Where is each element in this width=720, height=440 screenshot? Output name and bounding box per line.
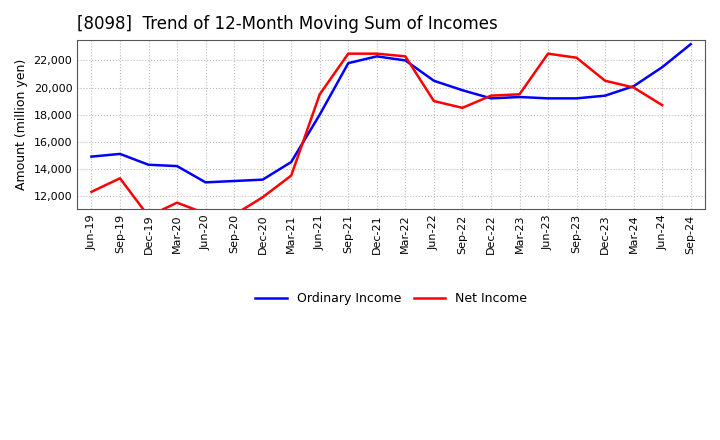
Net Income <box>87 189 96 194</box>
Net Income <box>430 99 438 104</box>
Ordinary Income <box>230 178 238 183</box>
Legend: Ordinary Income, Net Income: Ordinary Income, Net Income <box>251 287 532 310</box>
Net Income <box>258 194 267 200</box>
Net Income <box>487 93 495 98</box>
Ordinary Income <box>401 58 410 63</box>
Ordinary Income <box>600 93 609 98</box>
Ordinary Income <box>629 84 638 89</box>
Net Income <box>230 212 238 217</box>
Ordinary Income <box>572 96 581 101</box>
Text: [8098]  Trend of 12-Month Moving Sum of Incomes: [8098] Trend of 12-Month Moving Sum of I… <box>77 15 498 33</box>
Net Income <box>173 200 181 205</box>
Net Income <box>629 85 638 90</box>
Net Income <box>516 92 524 97</box>
Line: Ordinary Income: Ordinary Income <box>91 44 690 182</box>
Ordinary Income <box>202 180 210 185</box>
Ordinary Income <box>116 151 125 157</box>
Ordinary Income <box>173 164 181 169</box>
Ordinary Income <box>544 96 552 101</box>
Line: Net Income: Net Income <box>91 54 662 216</box>
Ordinary Income <box>287 159 295 165</box>
Ordinary Income <box>372 54 381 59</box>
Ordinary Income <box>458 88 467 93</box>
Net Income <box>315 92 324 97</box>
Ordinary Income <box>87 154 96 159</box>
Net Income <box>202 211 210 216</box>
Y-axis label: Amount (million yen): Amount (million yen) <box>15 59 28 191</box>
Ordinary Income <box>430 78 438 84</box>
Net Income <box>658 103 667 108</box>
Ordinary Income <box>487 96 495 101</box>
Net Income <box>287 173 295 178</box>
Net Income <box>344 51 353 56</box>
Net Income <box>401 54 410 59</box>
Net Income <box>544 51 552 56</box>
Ordinary Income <box>258 177 267 182</box>
Net Income <box>572 55 581 60</box>
Net Income <box>144 213 153 219</box>
Net Income <box>600 78 609 84</box>
Ordinary Income <box>686 41 695 47</box>
Ordinary Income <box>516 94 524 99</box>
Ordinary Income <box>344 61 353 66</box>
Ordinary Income <box>315 112 324 117</box>
Ordinary Income <box>658 65 667 70</box>
Net Income <box>372 51 381 56</box>
Net Income <box>116 176 125 181</box>
Net Income <box>458 105 467 110</box>
Ordinary Income <box>144 162 153 167</box>
